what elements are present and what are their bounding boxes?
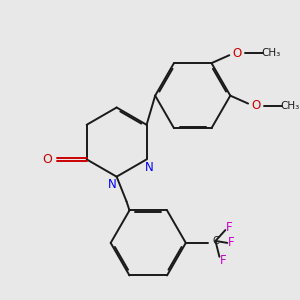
Text: N: N: [145, 161, 154, 174]
Text: N: N: [108, 178, 117, 191]
Text: CH₃: CH₃: [280, 100, 299, 110]
Text: F: F: [228, 236, 235, 249]
Text: CH₃: CH₃: [261, 48, 280, 58]
Text: C: C: [212, 236, 219, 246]
Text: F: F: [220, 254, 227, 267]
Text: O: O: [251, 99, 261, 112]
Text: O: O: [42, 153, 52, 166]
Text: O: O: [232, 47, 242, 60]
Text: F: F: [226, 220, 232, 234]
